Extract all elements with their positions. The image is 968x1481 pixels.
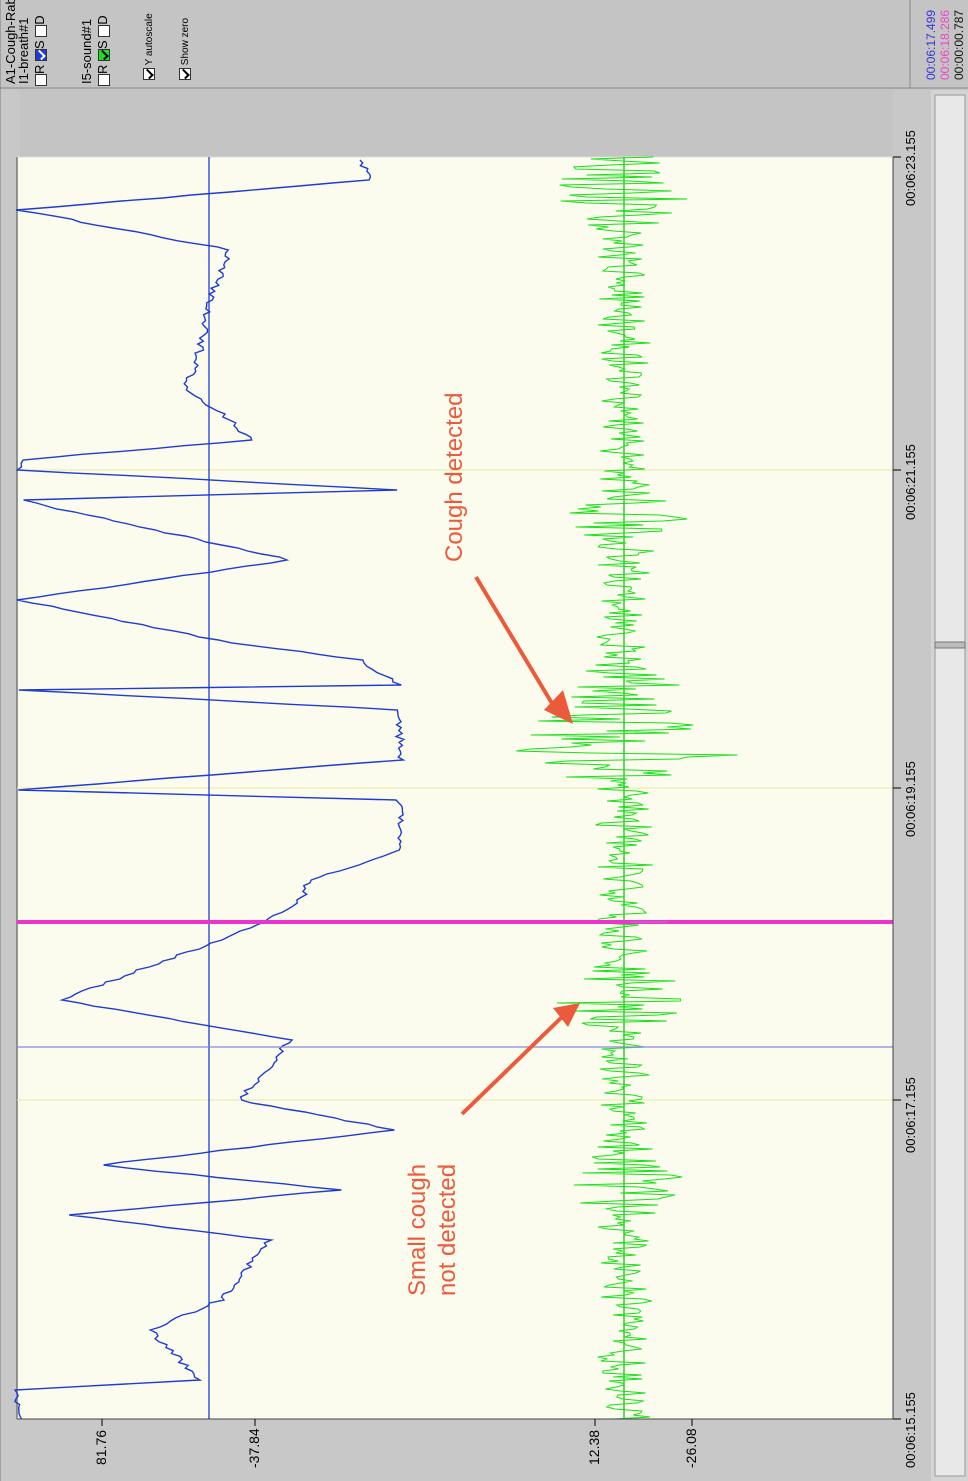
channel1-D-checkbox[interactable] <box>34 24 47 37</box>
channel2-D-checkbox[interactable] <box>97 24 110 37</box>
delta-time-readout: 00:00:00.787 <box>952 9 966 80</box>
small-cough-line2: not detected <box>434 1163 461 1296</box>
sound-tick-low: -26.08 <box>683 1428 699 1468</box>
small-cough-arrow <box>460 1015 564 1116</box>
breath-waveform <box>13 159 406 1420</box>
y-autoscale-option[interactable]: Y autoscale <box>143 13 157 80</box>
scrollbar-thumb <box>934 641 966 649</box>
channel2-S-checkbox[interactable] <box>97 48 110 61</box>
breath-tick-high: 81.76 <box>93 1429 109 1465</box>
sound-waveform <box>516 156 738 1420</box>
breath-tick-low: -37.84 <box>246 1428 262 1468</box>
time-tick-2: 00:06:19.155 <box>903 761 918 837</box>
y-autoscale-checkbox[interactable] <box>143 68 156 80</box>
channel1-label: I1-breath#1 <box>16 17 31 85</box>
channel1-S-checkbox[interactable] <box>34 48 47 61</box>
channel2-options: R S D <box>95 15 111 86</box>
marker-time-readout: 00:06:18.286 <box>938 9 952 80</box>
show-zero-checkbox[interactable] <box>179 68 192 80</box>
time-tick-3: 00:06:21.155 <box>903 444 918 520</box>
channel2-R-checkbox[interactable] <box>97 74 110 86</box>
time-tick-1: 00:06:17.155 <box>903 1077 918 1153</box>
cursor-time-readout: 00:06:17.499 <box>924 9 938 80</box>
channel1-options: R S D <box>32 15 48 86</box>
small-cough-line1: Small cough <box>404 1163 431 1296</box>
sound-tick-high: 12.38 <box>586 1429 602 1465</box>
small-cough-note: Small cough not detected <box>403 1164 463 1296</box>
time-tick-0: 00:06:15.155 <box>903 1392 918 1468</box>
show-zero-option[interactable]: Show zero <box>179 18 193 80</box>
channel2-label: I5-sound#1 <box>79 18 94 84</box>
channel1-R-checkbox[interactable] <box>34 74 47 86</box>
time-tick-4: 00:06:23.155 <box>903 130 918 206</box>
cough-detected-note: Cough detected <box>441 392 468 562</box>
cough-arrow <box>474 575 558 712</box>
